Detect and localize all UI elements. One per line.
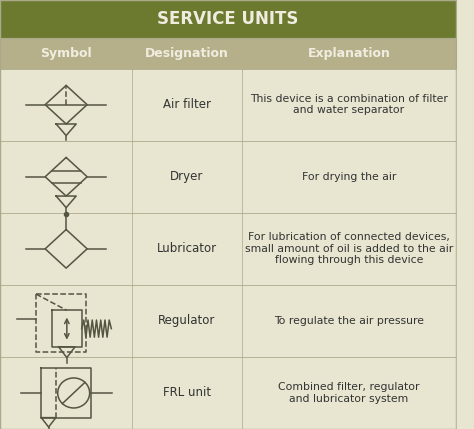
Text: SERVICE UNITS: SERVICE UNITS (157, 10, 299, 28)
Text: Symbol: Symbol (40, 47, 92, 60)
FancyBboxPatch shape (0, 38, 456, 69)
Text: Air filter: Air filter (163, 98, 211, 111)
Text: To regulate the air pressure: To regulate the air pressure (274, 316, 424, 326)
Text: This device is a combination of filter
and water separator: This device is a combination of filter a… (250, 94, 448, 115)
Text: Dryer: Dryer (170, 170, 204, 183)
FancyBboxPatch shape (0, 357, 456, 429)
Text: Explanation: Explanation (308, 47, 391, 60)
Text: Lubricator: Lubricator (157, 242, 217, 255)
FancyBboxPatch shape (0, 213, 456, 285)
Text: Designation: Designation (145, 47, 229, 60)
Text: For drying the air: For drying the air (302, 172, 396, 182)
Text: Regulator: Regulator (158, 314, 216, 327)
FancyBboxPatch shape (0, 141, 456, 213)
Text: For lubrication of connected devices,
small amount of oil is added to the air
fl: For lubrication of connected devices, sm… (245, 232, 453, 266)
FancyBboxPatch shape (0, 0, 456, 38)
Text: Combined filter, regulator
and lubricator system: Combined filter, regulator and lubricato… (278, 382, 420, 404)
FancyBboxPatch shape (0, 285, 456, 357)
Text: FRL unit: FRL unit (163, 387, 211, 399)
FancyBboxPatch shape (0, 69, 456, 141)
